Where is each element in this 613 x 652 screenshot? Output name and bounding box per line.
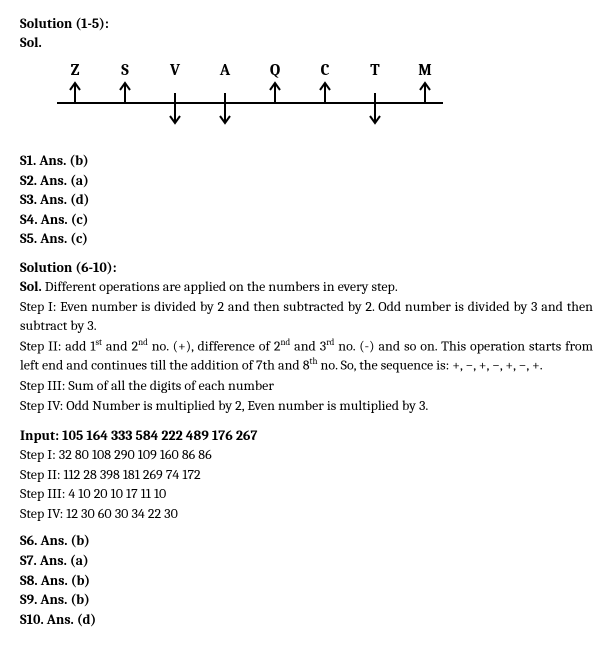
step-output: Step III: 4 10 20 10 17 11 10 xyxy=(20,484,593,504)
sup: nd xyxy=(138,338,148,348)
answer-line: S2. Ans. (a) xyxy=(20,171,593,191)
answer-line: S6. Ans. (b) xyxy=(20,531,593,551)
step-3: Step III: Sum of all the digits of each … xyxy=(20,377,593,396)
step2-part: Step II: add 1 xyxy=(20,337,95,354)
answer-line: S4. Ans. (c) xyxy=(20,210,593,230)
step2-part: no. (+), difference of 2 xyxy=(148,337,281,354)
svg-text:C: C xyxy=(321,61,330,79)
answer-line: S7. Ans. (a) xyxy=(20,551,593,571)
solution2-heading: Solution (6-10): xyxy=(20,259,593,276)
solution1-heading: Solution (1-5): xyxy=(20,15,593,32)
step2-part: and 2 xyxy=(102,337,138,354)
answer-line: S9. Ans. (b) xyxy=(20,590,593,610)
step-2: Step II: add 1st and 2nd no. (+), differ… xyxy=(20,337,593,376)
svg-text:M: M xyxy=(418,61,432,79)
svg-text:V: V xyxy=(169,61,181,79)
answer-line: S5. Ans. (c) xyxy=(20,229,593,249)
answer-line: S8. Ans. (b) xyxy=(20,571,593,591)
input-block: Input: 105 164 333 584 222 489 176 267 S… xyxy=(20,426,593,524)
answers-block-1: S1. Ans. (b) S2. Ans. (a) S3. Ans. (d) S… xyxy=(20,151,593,249)
answer-line: S1. Ans. (b) xyxy=(20,151,593,171)
answer-line: S3. Ans. (d) xyxy=(20,190,593,210)
sol-label: Sol. xyxy=(20,278,42,295)
solution2-block: Solution (6-10): Sol. Different operatio… xyxy=(20,259,593,629)
step2-part: and 3 xyxy=(290,337,326,354)
svg-text:Q: Q xyxy=(270,61,280,79)
arrow-diagram: ZSVAQCTM xyxy=(50,61,593,136)
step-output: Step I: 32 80 108 290 109 160 86 86 xyxy=(20,445,593,465)
answer-line: S10. Ans. (d) xyxy=(20,610,593,630)
svg-text:S: S xyxy=(121,61,129,79)
step-output: Step II: 112 28 398 181 269 74 172 xyxy=(20,465,593,485)
step-1: Step I: Even number is divided by 2 and … xyxy=(20,298,593,336)
step-4: Step IV: Odd Number is multiplied by 2, … xyxy=(20,397,593,416)
svg-text:Z: Z xyxy=(71,61,80,79)
solution1-sol-label: Sol. xyxy=(20,34,593,51)
step-output: Step IV: 12 30 60 30 34 22 30 xyxy=(20,504,593,524)
solution2-intro: Sol. Different operations are applied on… xyxy=(20,278,593,297)
answers-block-2: S6. Ans. (b) S7. Ans. (a) S8. Ans. (b) S… xyxy=(20,531,593,629)
svg-text:A: A xyxy=(219,61,231,79)
svg-text:T: T xyxy=(370,61,380,79)
sup: nd xyxy=(280,338,290,348)
step2-part: no. So, the sequence is: +, −, +, −, +, … xyxy=(317,357,542,374)
input-line: Input: 105 164 333 584 222 489 176 267 xyxy=(20,426,593,446)
intro-text: Different operations are applied on the … xyxy=(42,278,398,295)
